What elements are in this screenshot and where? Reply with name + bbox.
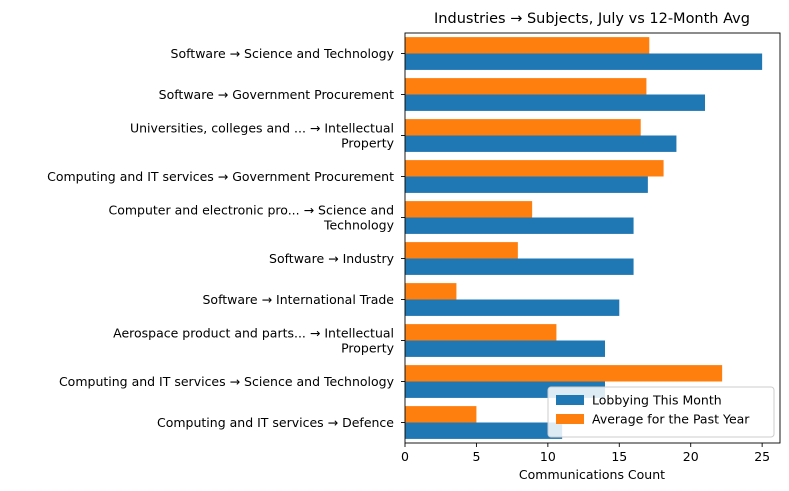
bar-average-past-year bbox=[405, 37, 650, 54]
bar-average-past-year bbox=[405, 406, 477, 423]
y-tick-label: Software → Science and Technology bbox=[171, 46, 395, 61]
y-tick-label: Computer and electronic pro... → Science… bbox=[109, 203, 395, 233]
legend-label: Lobbying This Month bbox=[592, 393, 722, 408]
y-tick-label: Computing and IT services → Defence bbox=[157, 415, 394, 430]
x-axis-label: Communications Count bbox=[519, 467, 665, 482]
x-tick-label: 0 bbox=[401, 449, 409, 464]
legend-label: Average for the Past Year bbox=[592, 412, 750, 427]
bar-lobbying-this-month bbox=[405, 53, 763, 70]
y-tick-label: Computing and IT services → Government P… bbox=[47, 169, 394, 184]
bar-lobbying-this-month bbox=[405, 299, 620, 316]
y-tick-label: Aerospace product and parts... → Intelle… bbox=[113, 326, 394, 356]
bar-lobbying-this-month bbox=[405, 217, 634, 234]
plot-frame bbox=[404, 32, 781, 444]
y-tick-label: Software → Industry bbox=[269, 251, 395, 266]
bar-average-past-year bbox=[405, 160, 664, 177]
bar-lobbying-this-month bbox=[405, 422, 563, 439]
x-tick-label: 10 bbox=[540, 449, 556, 464]
bar-average-past-year bbox=[405, 119, 641, 136]
chart-title: Industries → Subjects, July vs 12-Month … bbox=[434, 11, 750, 27]
legend-box bbox=[547, 386, 775, 438]
x-tick-label: 5 bbox=[472, 449, 480, 464]
bar-average-past-year bbox=[405, 324, 557, 341]
y-tick-label: Computing and IT services → Science and … bbox=[59, 374, 395, 389]
x-tick-label: 25 bbox=[754, 449, 770, 464]
y-tick-label: Software → International Trade bbox=[203, 292, 395, 307]
bar-average-past-year bbox=[405, 78, 647, 95]
x-tick-label: 20 bbox=[683, 449, 699, 464]
bar-average-past-year bbox=[405, 201, 533, 218]
bar-lobbying-this-month bbox=[405, 340, 605, 357]
y-tick-label: Universities, colleges and ... → Intelle… bbox=[130, 121, 395, 151]
bar-lobbying-this-month bbox=[405, 94, 705, 111]
bar-average-past-year bbox=[405, 242, 518, 259]
legend-swatch bbox=[556, 395, 584, 405]
bar-lobbying-this-month bbox=[405, 176, 648, 193]
legend-swatch bbox=[556, 414, 584, 424]
bar-lobbying-this-month bbox=[405, 258, 634, 275]
bar-average-past-year bbox=[405, 283, 457, 300]
legend: Lobbying This Month Average for the Past … bbox=[547, 386, 775, 438]
bar-lobbying-this-month bbox=[405, 135, 677, 152]
bar-average-past-year bbox=[405, 365, 723, 382]
x-tick-label: 15 bbox=[611, 449, 627, 464]
y-tick-label: Software → Government Procurement bbox=[159, 87, 394, 102]
